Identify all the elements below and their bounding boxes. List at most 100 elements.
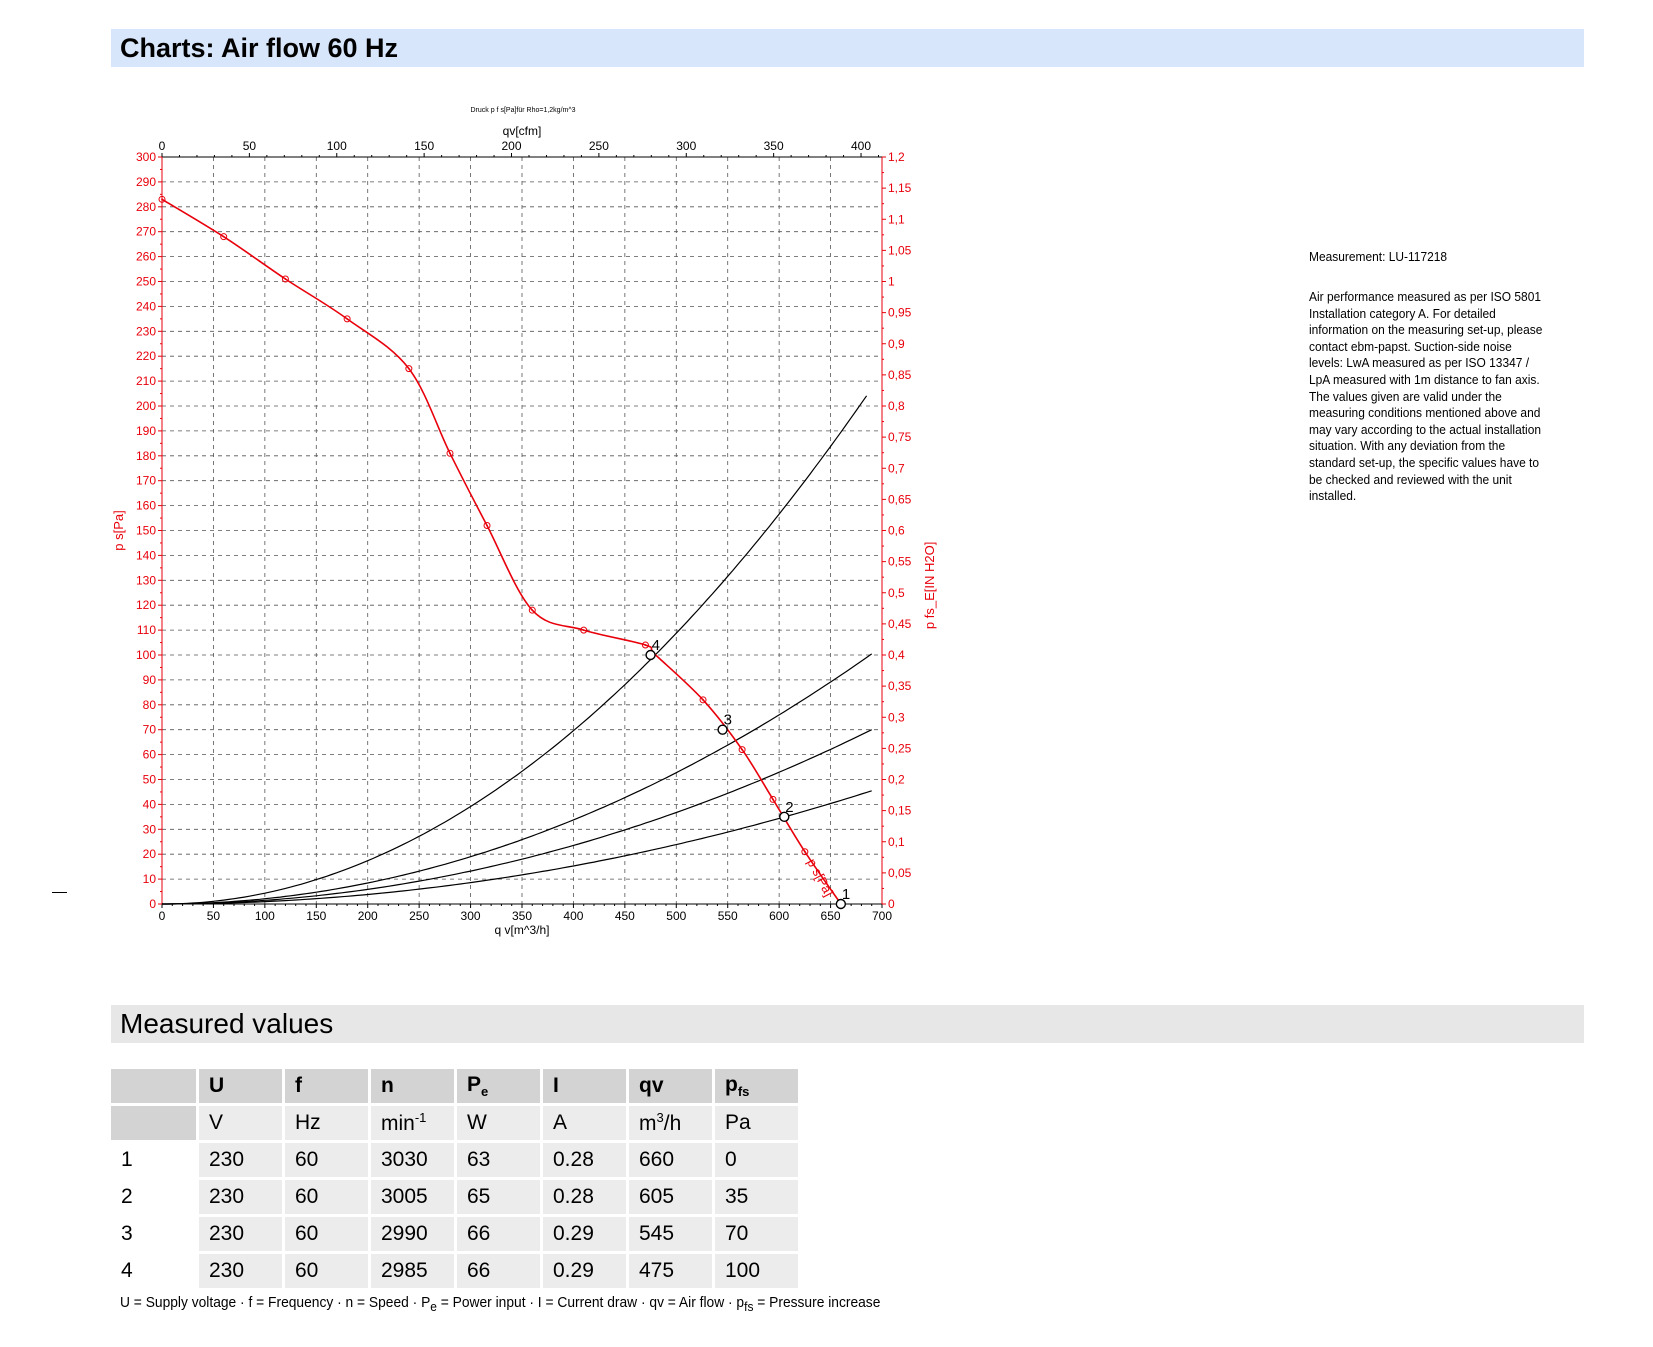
table-cell: 0.29 xyxy=(540,1254,626,1288)
y-tick-label: 260 xyxy=(136,250,156,264)
x-tick-label: 300 xyxy=(461,909,481,923)
air-flow-chart: 0 50 100 150 200 250 300 350 400 450 500 550 600 650 7… xyxy=(111,107,937,937)
unit-cell: min-1 xyxy=(368,1106,454,1140)
y-tick-label: 120 xyxy=(136,598,156,612)
table-cell: 3030 xyxy=(368,1143,454,1177)
fan-curve-marker-dot xyxy=(644,644,647,646)
table-cell: 60 xyxy=(282,1254,368,1288)
fan-curve-marker xyxy=(343,315,351,323)
fan-curve-marker xyxy=(483,522,491,530)
unit-text: W xyxy=(467,1111,487,1134)
fan-curve-line xyxy=(161,198,842,905)
system-curve xyxy=(162,729,872,905)
unit-text: Hz xyxy=(295,1111,321,1134)
right-tick-label: 0,45 xyxy=(888,617,912,631)
row-index: 1 xyxy=(111,1143,196,1177)
x-tick-label: 650 xyxy=(821,909,841,923)
y-tick-label: 240 xyxy=(136,299,156,313)
description-line: Installation category A. For detailed xyxy=(1309,305,1496,321)
fan-curve-label: p s[Pa] xyxy=(804,856,836,899)
fan-curve-marker-dot xyxy=(284,278,287,280)
column-header-symbol: I xyxy=(553,1074,559,1097)
table-cell: 2990 xyxy=(368,1217,454,1251)
table-legend: U = Supply voltage · f = Frequency · n =… xyxy=(120,1294,880,1314)
system-curve xyxy=(162,790,872,905)
table-cell: 230 xyxy=(196,1180,282,1214)
table-cell: 60 xyxy=(282,1143,368,1177)
description-line: be checked and reviewed with the unit xyxy=(1309,471,1512,487)
right-tick-label: 0,15 xyxy=(888,804,912,818)
right-tick-label: 0,8 xyxy=(888,399,905,413)
fan-curve-marker xyxy=(405,365,413,373)
right-tick-label: 0,7 xyxy=(888,461,905,475)
unit-text: Pa xyxy=(725,1111,751,1134)
fan-curve-marker xyxy=(738,746,746,754)
column-header: Pe xyxy=(454,1069,540,1103)
x-tick-label: 50 xyxy=(207,909,221,923)
x-tick-label: 400 xyxy=(563,909,583,923)
fan-curve-marker-dot xyxy=(531,609,534,612)
y-tick-label: 270 xyxy=(136,225,156,239)
measured-section-title: Measured values xyxy=(120,1008,334,1039)
fan-curve-marker-dot xyxy=(407,367,410,370)
x-tick-label: 100 xyxy=(255,909,275,923)
table-cell: 63 xyxy=(454,1143,540,1177)
column-header-symbol: U xyxy=(209,1074,225,1097)
top-tick-label: 350 xyxy=(764,139,784,153)
right-tick-label: 0,6 xyxy=(888,524,905,538)
table-cell: 70 xyxy=(712,1217,798,1251)
chart-title: Druck p f s[Pa]für Rho=1,2kg/m^3 xyxy=(471,107,576,114)
column-header: I xyxy=(540,1069,626,1103)
operating-point-label: 1 xyxy=(842,886,850,903)
y-tick-label: 230 xyxy=(136,324,156,338)
top-tick-label: 100 xyxy=(327,139,347,153)
operating-point-marker xyxy=(835,898,847,910)
right-tick-label: 0,25 xyxy=(888,741,912,755)
fan-curve-marker xyxy=(801,848,809,856)
description-line: information on the measuring set-up, ple… xyxy=(1309,322,1543,338)
y-tick-label: 40 xyxy=(143,797,157,811)
table-row: 2 230 60 3005 65 0.28 605 35 xyxy=(111,1180,798,1214)
fan-curve-marker-dot xyxy=(161,198,163,201)
top-tick-label: 50 xyxy=(243,139,257,153)
y-tick-label: 90 xyxy=(143,673,157,687)
fan-curve-marker xyxy=(158,195,166,203)
y-tick-label: 140 xyxy=(136,548,156,562)
column-header-symbol: P xyxy=(467,1072,482,1096)
y-tick-label: 80 xyxy=(143,698,157,712)
charts-section-header: Charts: Air flow 60 Hz xyxy=(111,29,1584,67)
y-tick-label: 300 xyxy=(136,150,156,164)
fan-curve-marker xyxy=(699,696,707,704)
y-tick-label: 250 xyxy=(136,275,156,289)
operating-point-marker xyxy=(779,811,790,823)
x-tick-label: 550 xyxy=(718,909,738,923)
y-tick-label: 210 xyxy=(136,374,156,388)
right-tick-label: 0,5 xyxy=(888,586,905,600)
table-cell: 65 xyxy=(454,1180,540,1214)
right-tick-label: 1,05 xyxy=(888,243,912,257)
y-tick-label: 180 xyxy=(136,449,156,463)
top-tick-label: 200 xyxy=(501,139,521,153)
y-tick-label: 160 xyxy=(136,499,156,513)
fan-curve-marker-dot xyxy=(486,524,488,527)
system-curve xyxy=(162,653,873,905)
legend-part-2: = Power input · I = Current draw · qv = … xyxy=(436,1294,745,1311)
column-header: f xyxy=(282,1069,368,1103)
table-row: 4 230 60 2985 66 0.29 475 100 xyxy=(111,1254,798,1288)
table-cell: 60 xyxy=(282,1180,368,1214)
right-tick-label: 0,35 xyxy=(888,679,912,693)
right-tick-label: 0,9 xyxy=(888,337,905,351)
unit-cell: A xyxy=(540,1106,626,1140)
table-row: 3 230 60 2990 66 0.29 545 70 xyxy=(111,1217,798,1251)
measurement-id: Measurement: LU-117218 xyxy=(1309,249,1448,264)
fan-curve-marker-dot xyxy=(772,798,774,801)
unit-superscript: 3 xyxy=(656,1110,664,1125)
header-corner xyxy=(111,1069,196,1103)
column-header-symbol: n xyxy=(381,1074,394,1097)
right-tick-label: 0,3 xyxy=(888,710,905,724)
right-tick-label: 0,95 xyxy=(888,306,912,320)
unit-text: m xyxy=(639,1112,657,1135)
description-line: may vary according to the actual install… xyxy=(1309,421,1542,437)
